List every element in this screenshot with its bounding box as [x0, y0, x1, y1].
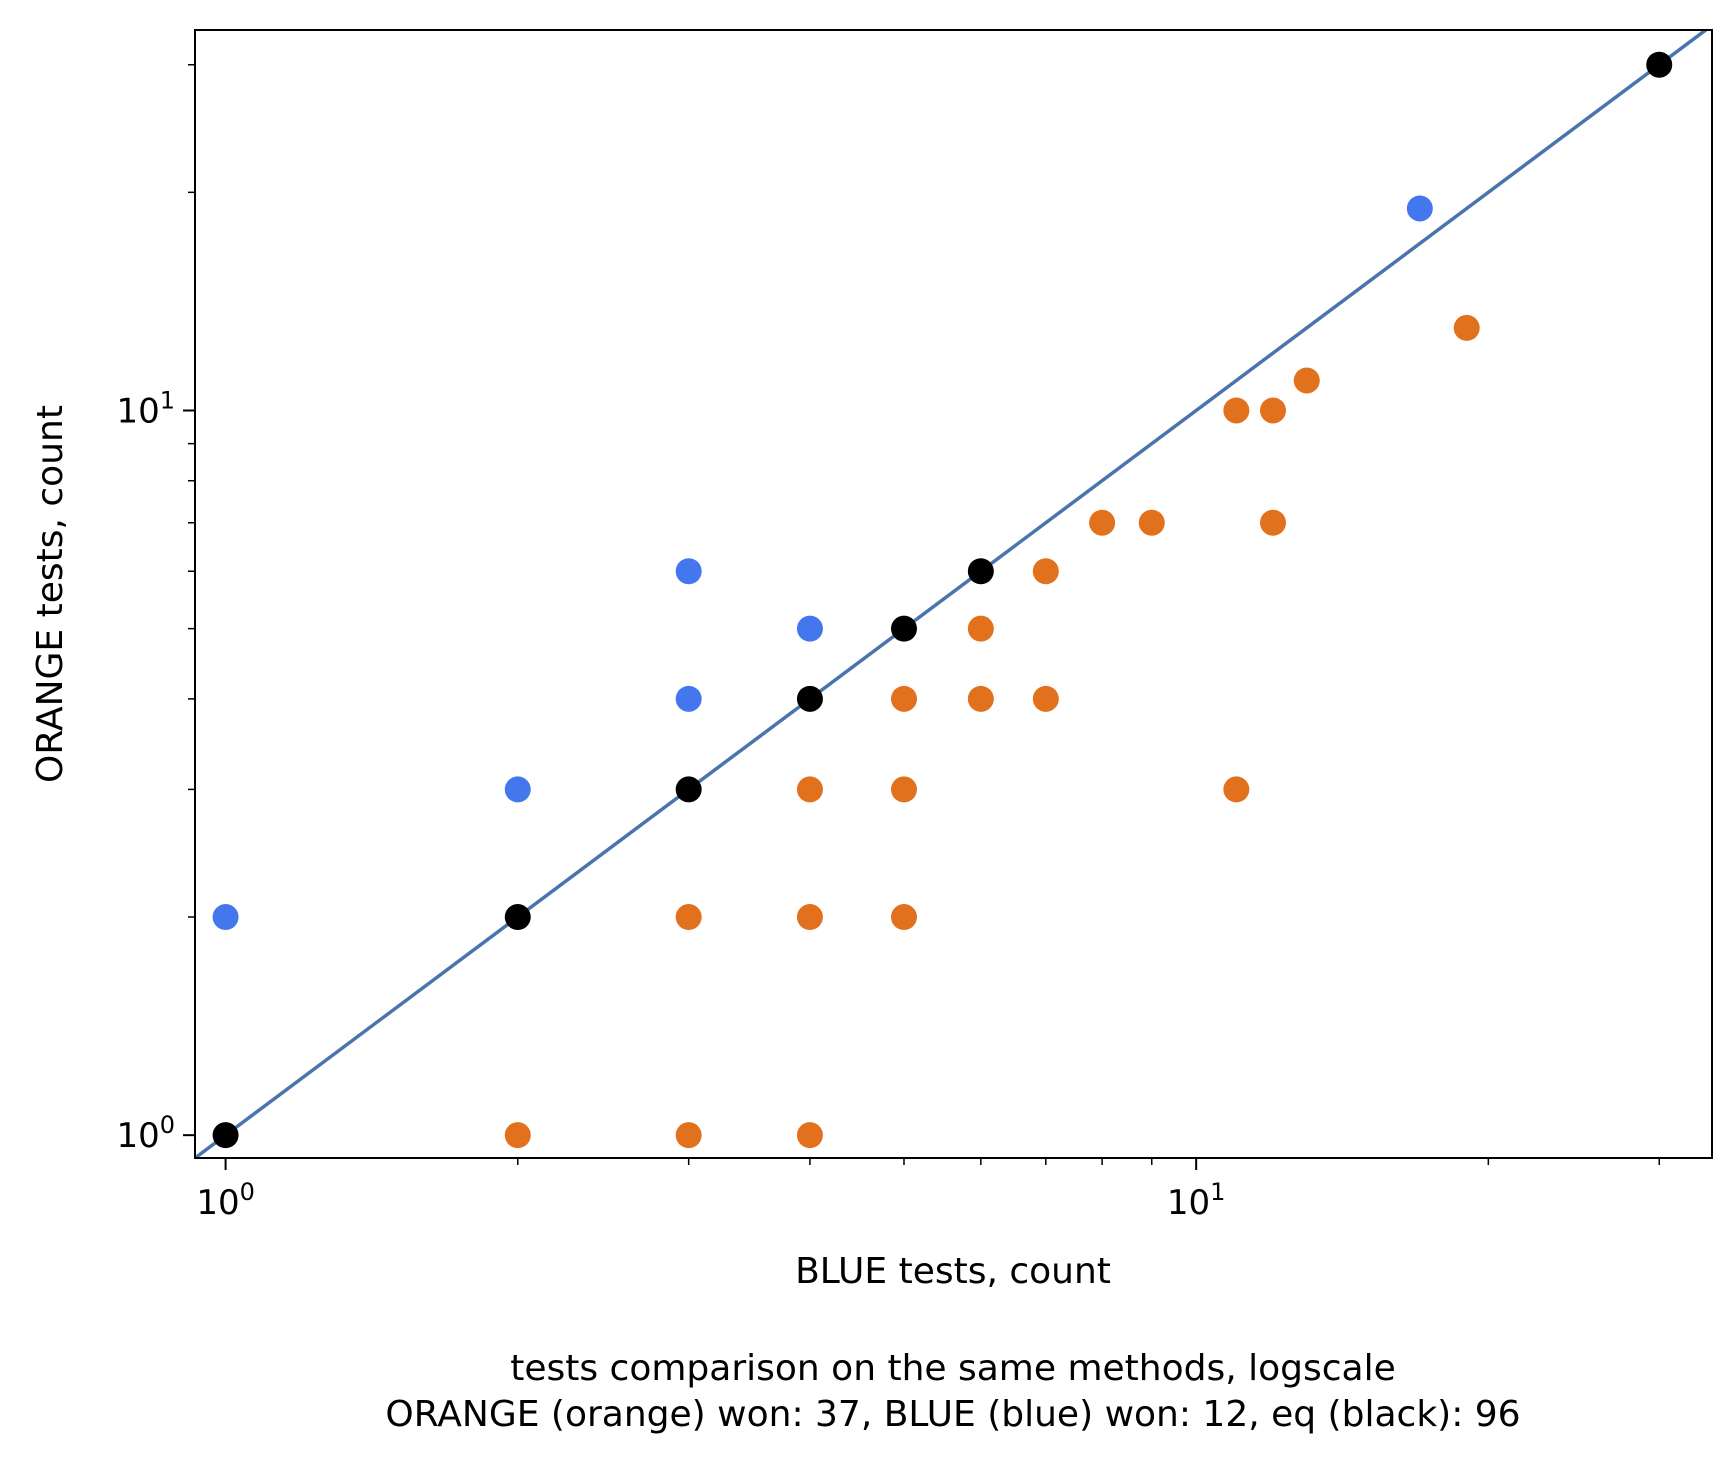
orange-point — [1453, 314, 1480, 341]
orange-point — [890, 776, 917, 803]
orange-point — [967, 685, 994, 712]
y-tick-label-exponent: 1 — [160, 386, 175, 414]
y-axis-title: ORANGE tests, count — [30, 405, 71, 783]
y-tick-label-base: 10 — [116, 391, 159, 431]
orange-point — [796, 904, 823, 931]
reference-line-group — [195, 30, 1709, 1158]
orange-point — [675, 904, 702, 931]
y-minor-ticks — [188, 63, 195, 918]
y-tick-label-exponent: 0 — [160, 1111, 175, 1139]
plot-frame — [194, 29, 1713, 1159]
orange-point — [1032, 685, 1059, 712]
x-tick-label-exponent: 0 — [240, 1178, 255, 1206]
y-tick-label: 101 — [116, 386, 175, 431]
blue-point — [212, 904, 239, 931]
orange-point — [1260, 509, 1287, 536]
orange-point — [1138, 509, 1165, 536]
eq-point — [504, 904, 531, 931]
orange-point — [890, 904, 917, 931]
orange-point — [1089, 509, 1116, 536]
orange-point — [504, 1122, 531, 1149]
x-major-ticks — [224, 1158, 1198, 1170]
orange-point — [675, 1122, 702, 1149]
eq-point — [890, 615, 917, 642]
x-axis-title: BLUE tests, count — [795, 1251, 1111, 1292]
x-minor-ticks — [517, 1158, 1660, 1165]
orange-point — [796, 1122, 823, 1149]
orange-point — [890, 685, 917, 712]
x-tick-label-base: 10 — [1167, 1183, 1210, 1223]
data-points — [212, 51, 1673, 1149]
eq-point — [675, 776, 702, 803]
blue-point — [1406, 195, 1433, 222]
y-tick-label: 100 — [116, 1111, 175, 1156]
blue-point — [504, 776, 531, 803]
chart-caption-line-2: ORANGE (orange) won: 37, BLUE (blue) won… — [385, 1394, 1520, 1435]
x-tick-label: 101 — [1167, 1178, 1226, 1223]
orange-point — [967, 615, 994, 642]
blue-point — [675, 558, 702, 585]
orange-point — [1260, 397, 1287, 424]
orange-point — [1293, 367, 1320, 394]
x-tick-label: 100 — [196, 1178, 255, 1223]
eq-point — [212, 1122, 239, 1149]
y-major-ticks — [183, 409, 195, 1137]
orange-point — [1223, 397, 1250, 424]
eq-point — [967, 558, 994, 585]
orange-point — [1223, 776, 1250, 803]
eq-point — [796, 685, 823, 712]
blue-point — [796, 615, 823, 642]
x-tick-label-base: 10 — [196, 1183, 239, 1223]
chart-caption-line-1: tests comparison on the same methods, lo… — [510, 1348, 1396, 1389]
blue-point — [675, 685, 702, 712]
orange-point — [1032, 558, 1059, 585]
y-tick-label-base: 10 — [116, 1116, 159, 1156]
eq-point — [1646, 51, 1673, 78]
orange-point — [796, 776, 823, 803]
x-tick-label-exponent: 1 — [1210, 1178, 1225, 1206]
identity-reference-line — [195, 30, 1709, 1158]
